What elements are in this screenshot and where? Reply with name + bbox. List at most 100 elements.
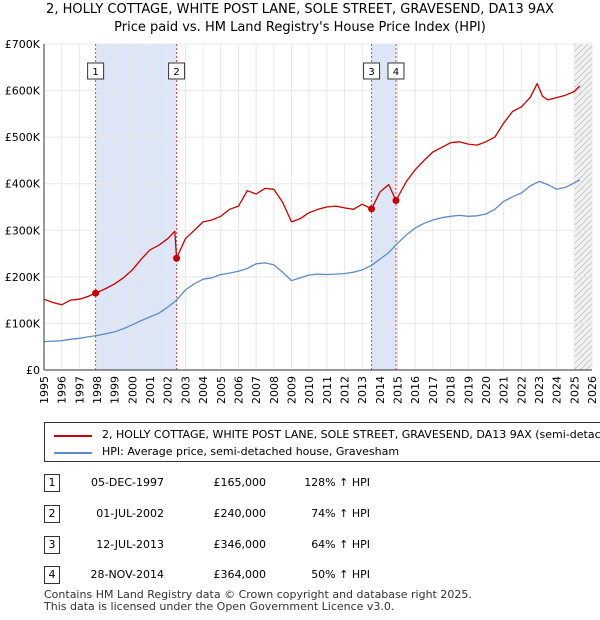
forecast-hatch-line bbox=[574, 297, 592, 316]
transaction-price: £165,000 bbox=[213, 476, 267, 489]
legend: 2, HOLLY COTTAGE, WHITE POST LANE, SOLE … bbox=[44, 422, 600, 462]
x-tick-label: 1998 bbox=[91, 376, 104, 404]
transaction-hpi-change: 50% ↑ HPI bbox=[311, 568, 370, 581]
forecast-hatch-line bbox=[574, 207, 592, 226]
forecast-hatch-line bbox=[574, 129, 592, 148]
x-tick-label: 2003 bbox=[179, 376, 192, 404]
sale-point bbox=[368, 205, 376, 213]
sale-marker-label: 4 bbox=[393, 67, 399, 78]
forecast-hatch-line bbox=[574, 249, 592, 268]
sale-marker-label: 1 bbox=[92, 67, 98, 78]
forecast-hatch-line bbox=[574, 63, 592, 82]
forecast-hatch-line bbox=[574, 333, 592, 352]
x-tick-label: 2000 bbox=[126, 376, 139, 404]
x-tick-label: 2002 bbox=[162, 376, 175, 404]
x-tick-label: 2005 bbox=[215, 376, 228, 404]
transaction-number: 2 bbox=[44, 505, 60, 523]
forecast-hatch-line bbox=[574, 44, 589, 58]
forecast-hatch-line bbox=[574, 243, 592, 262]
forecast-band bbox=[574, 44, 592, 370]
transaction-number: 4 bbox=[44, 566, 60, 584]
x-tick-label: 2020 bbox=[480, 376, 493, 404]
forecast-hatch-line bbox=[574, 201, 592, 220]
y-tick-label: £0 bbox=[26, 364, 40, 377]
ownership-period-band bbox=[371, 44, 396, 370]
x-tick-label: 2011 bbox=[321, 376, 334, 404]
legend-item-property: 2, HOLLY COTTAGE, WHITE POST LANE, SOLE … bbox=[45, 428, 600, 444]
forecast-hatch-line bbox=[574, 51, 592, 70]
forecast-hatch-line bbox=[574, 117, 592, 136]
x-tick-label: 2019 bbox=[462, 376, 475, 404]
forecast-hatch-line bbox=[574, 159, 592, 178]
x-tick-label: 2004 bbox=[197, 376, 210, 404]
hpi-line bbox=[43, 179, 580, 343]
forecast-hatch-line bbox=[574, 321, 592, 340]
forecast-hatch-line bbox=[574, 135, 592, 154]
forecast-hatch-line bbox=[574, 327, 592, 346]
y-tick-label: £300K bbox=[5, 224, 41, 237]
x-tick-label: 2010 bbox=[303, 376, 316, 404]
x-tick-label: 2018 bbox=[445, 376, 458, 404]
forecast-hatch-line bbox=[574, 57, 592, 76]
table-row: 4 28-NOV-2014 £364,000 50% ↑ HPI bbox=[0, 566, 600, 590]
forecast-hatch-line bbox=[574, 255, 592, 274]
table-row: 1 05-DEC-1997 £165,000 128% ↑ HPI bbox=[0, 474, 600, 498]
sale-marker-label: 3 bbox=[368, 67, 374, 78]
x-tick-label: 2023 bbox=[533, 376, 546, 404]
transaction-price: £240,000 bbox=[213, 507, 267, 520]
footer-copyright: Contains HM Land Registry data © Crown c… bbox=[44, 588, 472, 601]
forecast-hatch-line bbox=[574, 195, 592, 214]
sale-point bbox=[92, 289, 100, 297]
forecast-hatch-line bbox=[585, 363, 592, 370]
legend-swatch-property bbox=[54, 435, 92, 437]
transaction-date: 05-DEC-1997 bbox=[90, 476, 164, 489]
forecast-hatch-line bbox=[574, 99, 592, 118]
price-chart: 1 2 3 4 £0 £100K £200K £300K £400K £500K £600K £70… bbox=[5, 4, 599, 420]
transaction-hpi-change: 128% ↑ HPI bbox=[304, 476, 370, 489]
forecast-hatch-line bbox=[574, 69, 592, 88]
x-tick-label: 2017 bbox=[427, 376, 440, 404]
forecast-hatch-line bbox=[574, 123, 592, 142]
forecast-hatch-line bbox=[574, 412, 592, 420]
forecast-hatch-line bbox=[574, 231, 592, 250]
transaction-price: £346,000 bbox=[213, 538, 267, 551]
sale-marker-label: 2 bbox=[173, 67, 179, 78]
forecast-hatch-line bbox=[574, 111, 592, 130]
x-tick-label: 1999 bbox=[109, 376, 122, 404]
forecast-hatch-line bbox=[574, 237, 592, 256]
forecast-hatch-line bbox=[574, 303, 592, 322]
forecast-hatch-line bbox=[574, 315, 592, 334]
forecast-hatch-line bbox=[574, 141, 592, 160]
sale-point bbox=[173, 254, 181, 262]
chart-title: 2, HOLLY COTTAGE, WHITE POST LANE, SOLE … bbox=[46, 2, 554, 17]
x-tick-label: 1997 bbox=[73, 376, 86, 404]
y-tick-label: £600K bbox=[5, 85, 41, 98]
x-tick-label: 2022 bbox=[515, 376, 528, 404]
sale-marker-box bbox=[87, 62, 105, 80]
forecast-hatch-line bbox=[574, 351, 592, 370]
legend-label-property: 2, HOLLY COTTAGE, WHITE POST LANE, SOLE … bbox=[102, 428, 600, 441]
transaction-hpi-change: 74% ↑ HPI bbox=[311, 507, 370, 520]
forecast-hatch-line bbox=[574, 183, 592, 202]
forecast-hatch-line bbox=[574, 44, 583, 52]
x-tick-label: 2015 bbox=[392, 376, 405, 404]
forecast-hatch-line bbox=[574, 4, 592, 22]
footer: Contains HM Land Registry data © Crown c… bbox=[44, 589, 472, 613]
forecast-hatch-line bbox=[574, 345, 592, 364]
forecast-hatch-line bbox=[574, 10, 592, 28]
x-tick-label: 2001 bbox=[144, 376, 157, 404]
x-tick-label: 2014 bbox=[374, 376, 387, 404]
forecast-hatch-line bbox=[574, 418, 592, 420]
forecast-hatch-line bbox=[574, 105, 592, 124]
sale-point bbox=[392, 196, 400, 204]
chart-subtitle: Price paid vs. HM Land Registry's House … bbox=[114, 20, 486, 35]
forecast-hatch-line bbox=[574, 285, 592, 304]
legend-swatch-hpi bbox=[54, 452, 92, 454]
y-tick-label: £500K bbox=[5, 131, 41, 144]
forecast-hatch-line bbox=[574, 147, 592, 166]
footer-licence: This data is licensed under the Open Gov… bbox=[44, 600, 395, 613]
x-tick-label: 2009 bbox=[285, 376, 298, 404]
transaction-date: 28-NOV-2014 bbox=[90, 568, 164, 581]
forecast-hatch-line bbox=[574, 177, 592, 196]
forecast-hatch-line bbox=[574, 45, 592, 64]
